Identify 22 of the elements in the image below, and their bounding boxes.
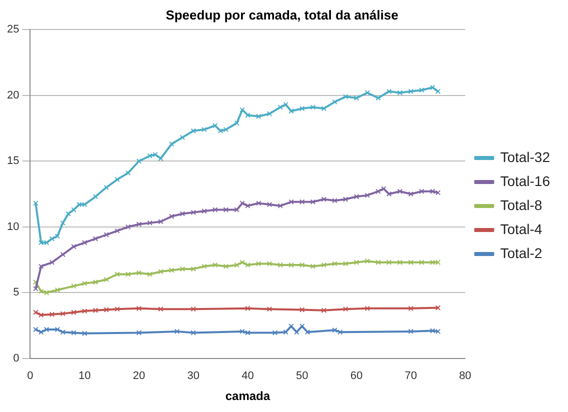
legend-label: Total-32 <box>500 148 550 165</box>
x-tick-label: 10 <box>78 370 91 382</box>
x-tick-label: 60 <box>350 370 363 382</box>
y-tick-label: 15 <box>6 155 20 168</box>
x-tick-label: 70 <box>404 370 417 382</box>
legend-label: Total-2 <box>500 244 542 261</box>
y-tick-label: 0 <box>13 352 20 364</box>
x-tick-label: 40 <box>242 370 254 382</box>
x-tick-label: 0 <box>27 370 34 382</box>
legend-label: Total-16 <box>500 172 550 189</box>
x-tick-label: 20 <box>132 370 146 382</box>
chart-title: Speedup por camada, total da análise <box>166 7 398 22</box>
y-tick-label: 20 <box>6 89 20 102</box>
y-tick-label: 10 <box>6 220 20 233</box>
legend-label: Total-8 <box>500 196 542 213</box>
x-tick-label: 80 <box>459 370 472 382</box>
x-tick-label: 50 <box>296 370 308 382</box>
y-tick-label: 5 <box>13 286 20 299</box>
y-tick-label: 25 <box>6 24 20 36</box>
x-tick-label: 30 <box>187 370 200 382</box>
x-axis-title: camada <box>225 389 270 404</box>
legend-label: Total-4 <box>500 220 542 237</box>
